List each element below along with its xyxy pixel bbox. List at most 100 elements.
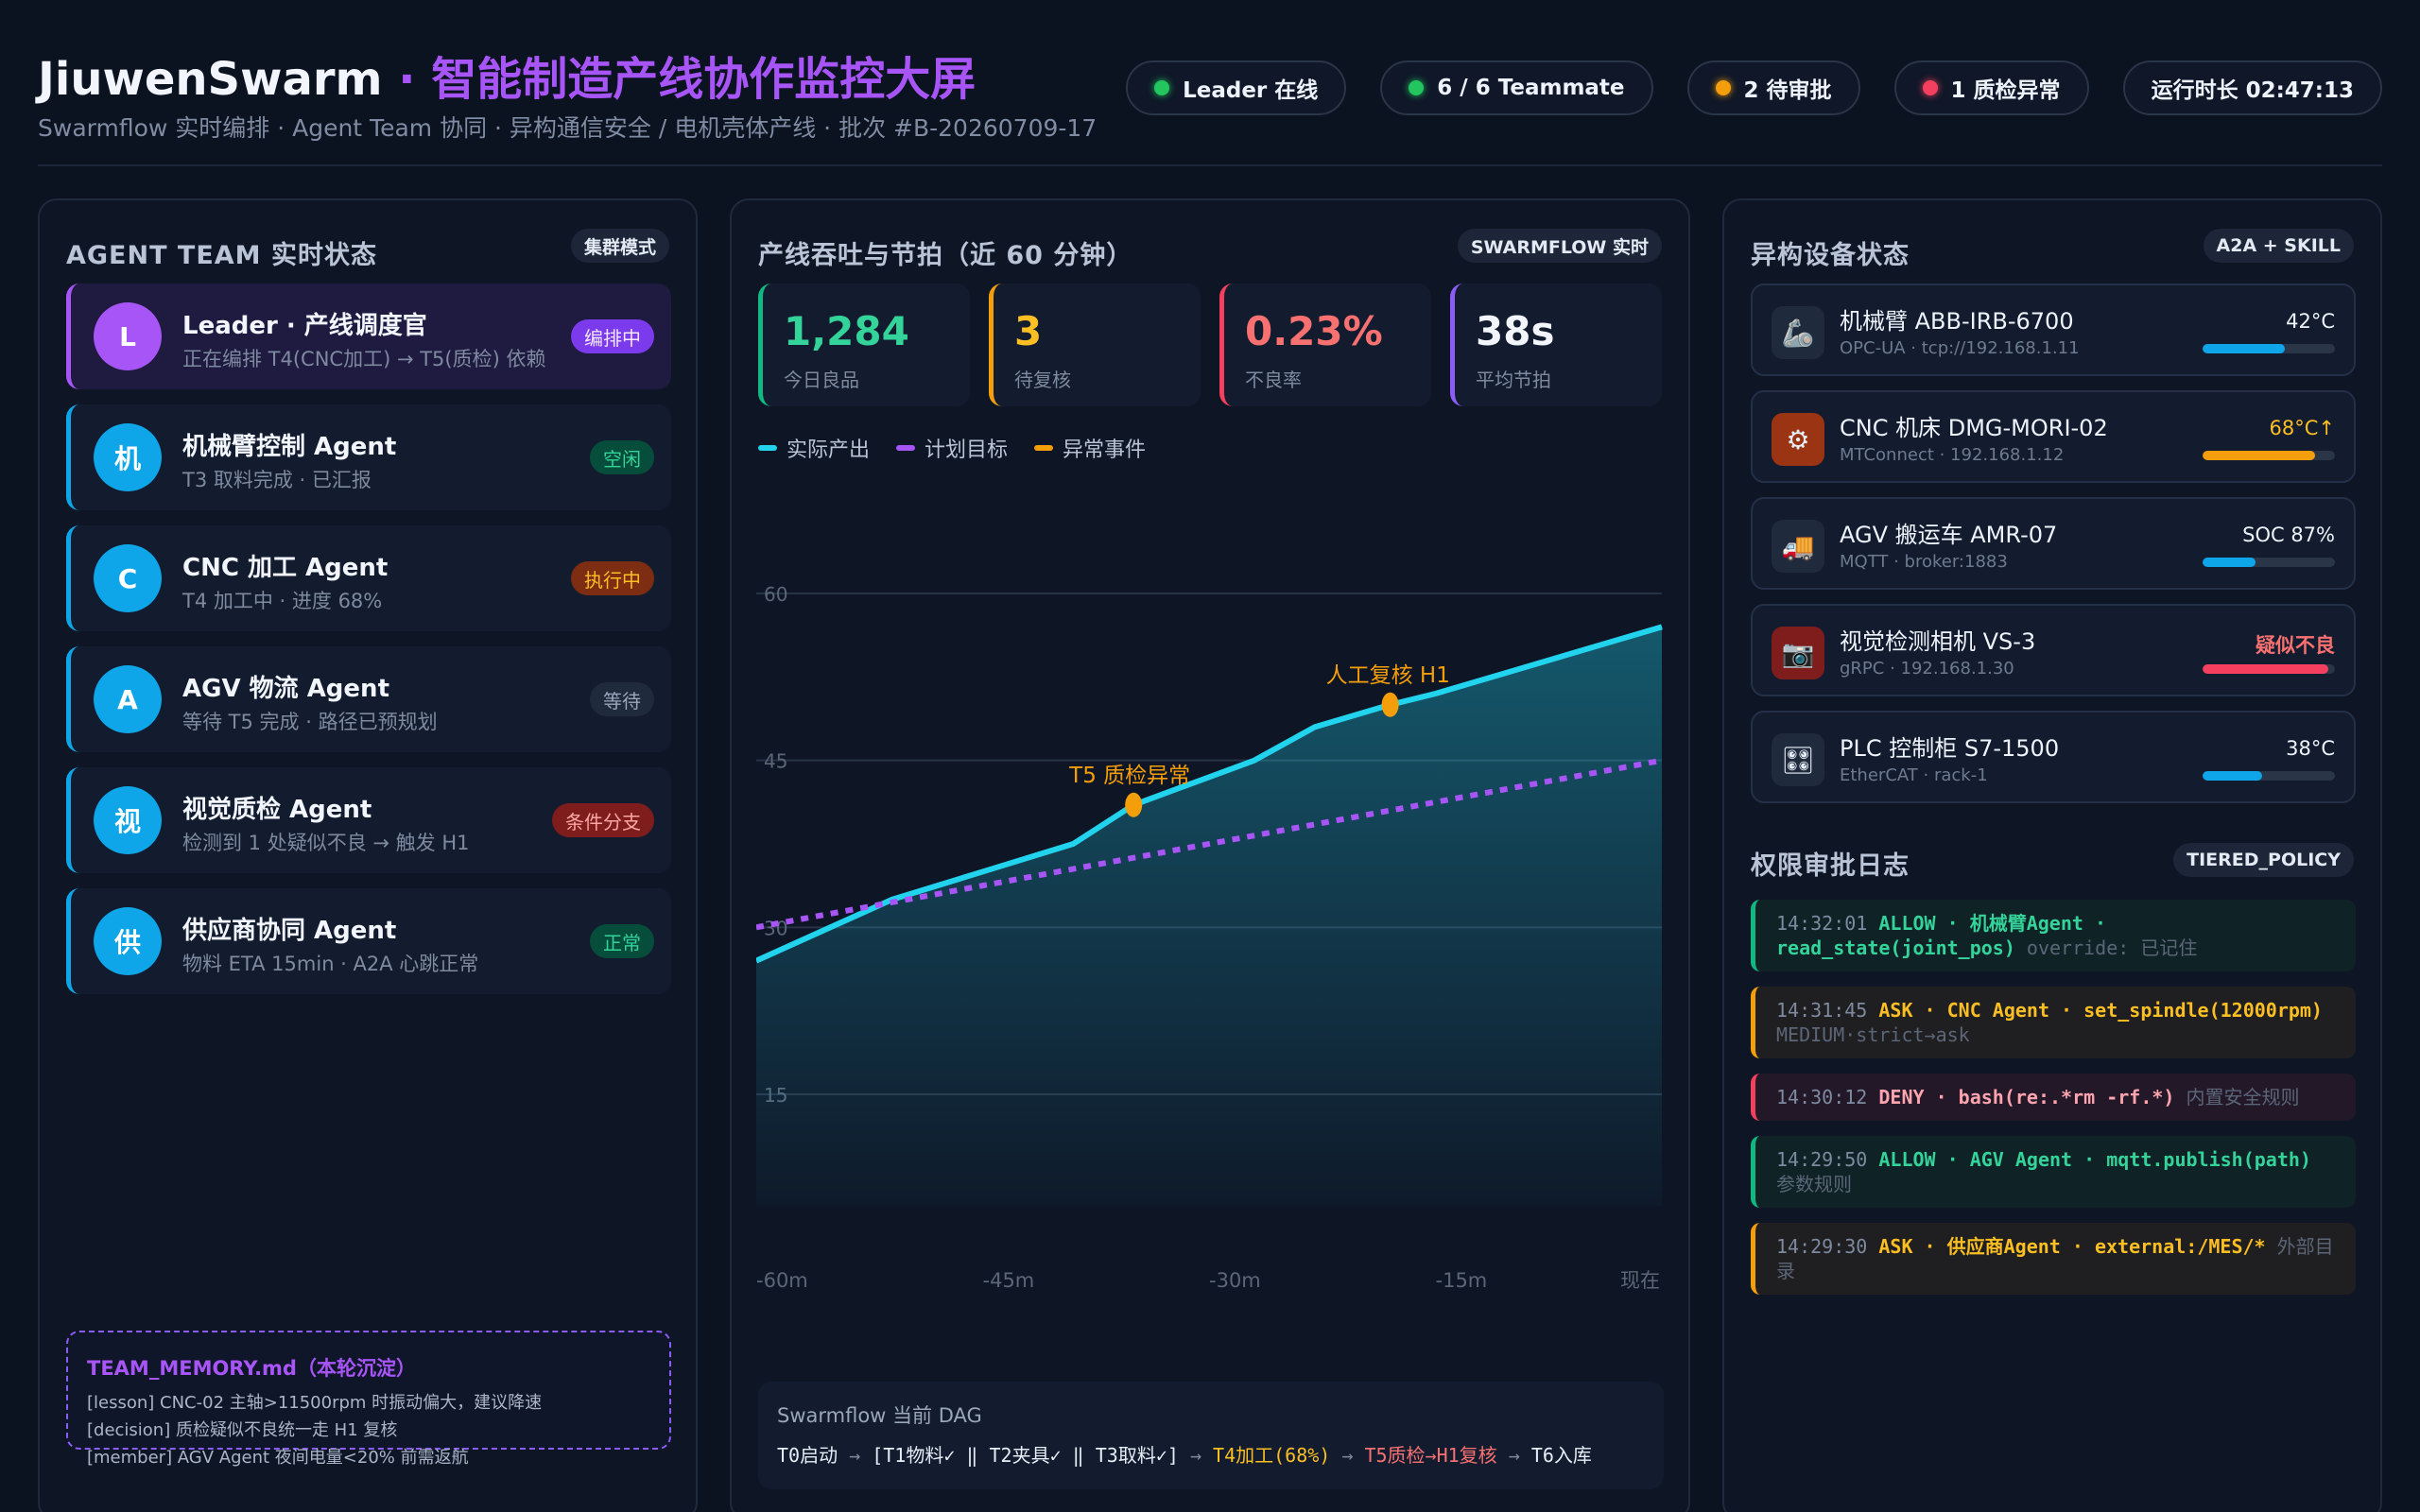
devices-panel: 异构设备状态 A2A + SKILL 🦾 机械臂 ABB-IRB-6700 OPC-… <box>1722 198 2382 1512</box>
agent-card[interactable]: 机机械臂控制 Agent T3 取料完成 · 已汇报 空闲 <box>66 404 671 510</box>
agent-name: 机械臂控制 Agent <box>182 433 397 461</box>
device-protocol: MQTT · broker:1883 <box>1840 552 2008 572</box>
swarmflow-tag: SWARMFLOW 实时 <box>1457 229 1662 263</box>
approval-log-entry[interactable]: 14:32:01 ALLOW · 机械臂Agent · read_state(j… <box>1751 900 2356 971</box>
status-pill-label: 2 待审批 <box>1743 78 1832 103</box>
legend-swatch-icon <box>896 445 916 451</box>
device-reading: 疑似不良 <box>2256 634 2335 657</box>
device-card[interactable]: 🎛 PLC 控制柜 S7-1500 EtherCAT · rack-1 38°C <box>1751 711 2356 803</box>
device-icon: 📷 <box>1772 627 1824 679</box>
legend-label: 计划目标 <box>925 438 1009 462</box>
legend-item: 异常事件 <box>1034 433 1146 463</box>
dag-step: T6入库 <box>1530 1444 1592 1467</box>
legend-swatch-icon <box>758 445 777 451</box>
throughput-title: 产线吞吐与节拍（近 60 分钟） <box>758 241 1133 270</box>
agent-avatar: 视 <box>94 786 162 854</box>
log-action: ALLOW <box>1878 1148 1936 1171</box>
tiered-policy-tag: TIERED_POLICY <box>2173 843 2354 877</box>
dag-title: Swarmflow 当前 DAG <box>777 1404 982 1427</box>
dag-flow: T0启动 → [T1物料✓ ‖ T2夹具✓ ‖ T3取料✓] → T4加工(68… <box>777 1440 1592 1468</box>
log-time: 14:31:45 <box>1776 999 1868 1022</box>
kpi-value: 1,284 <box>784 308 909 354</box>
memory-line: [member] AGV Agent 夜间电量<20% 前需返航 <box>87 1448 469 1468</box>
agent-card[interactable]: A AGV 物流 Agent 等待 T5 完成 · 路径已预规划 等待 <box>66 646 671 752</box>
agent-card[interactable]: L Leader · 产线调度官 正在编排 T4(CNC加工) → T5(质检) 依… <box>66 284 671 389</box>
device-level-fill <box>2203 558 2256 567</box>
log-detail: · AGV Agent · mqtt.publish(path) <box>1935 1148 2311 1171</box>
dag-step: → <box>838 1444 873 1467</box>
device-level-fill <box>2203 664 2328 674</box>
agent-name: 供应商协同 Agent <box>182 917 397 945</box>
device-name: PLC 控制柜 S7-1500 <box>1840 735 2060 762</box>
page-title: JiuwenSwarm · 智能制造产线协作监控大屏 <box>38 42 976 108</box>
device-protocol: gRPC · 192.168.1.30 <box>1840 659 2014 679</box>
agent-team-title: AGENT TEAM 实时状态 <box>66 241 377 270</box>
device-name: AGV 搬运车 AMR-07 <box>1840 522 2058 548</box>
device-icon: 🚚 <box>1772 520 1824 573</box>
approval-title: 权限审批日志 <box>1751 851 1910 881</box>
kpi-value: 0.23% <box>1245 308 1383 354</box>
status-pill-label: 1 质检异常 <box>1950 78 2061 103</box>
device-reading: 38°C <box>2286 737 2335 760</box>
agent-status-badge: 执行中 <box>571 561 654 595</box>
devices-title: 异构设备状态 <box>1751 241 1910 270</box>
device-icon: 🦾 <box>1772 306 1824 359</box>
device-protocol: EtherCAT · rack-1 <box>1840 765 1988 785</box>
agent-card[interactable]: C CNC 加工 Agent T4 加工中 · 进度 68% 执行中 <box>66 525 671 631</box>
device-level-fill <box>2203 344 2285 353</box>
device-card[interactable]: 🦾 机械臂 ABB-IRB-6700 OPC-UA · tcp://192.168.… <box>1751 284 2356 376</box>
device-card[interactable]: 📷 视觉检测相机 VS-3 gRPC · 192.168.1.30 疑似不良 <box>1751 604 2356 696</box>
device-level-bar <box>2203 771 2335 781</box>
agent-name: CNC 加工 Agent <box>182 554 389 582</box>
y-tick-label: 30 <box>764 917 787 939</box>
dag-card: Swarmflow 当前 DAG T0启动 → [T1物料✓ ‖ T2夹具✓ ‖… <box>758 1382 1664 1489</box>
agent-name: Leader · 产线调度官 <box>182 312 427 340</box>
device-level-bar <box>2203 451 2335 460</box>
status-pill[interactable]: 2 待审批 <box>1686 60 1860 115</box>
device-level-fill <box>2203 451 2315 460</box>
kpi-label: 不良率 <box>1245 369 1302 391</box>
device-name: 机械臂 ABB-IRB-6700 <box>1840 308 2074 335</box>
memory-line: [lesson] CNC-02 主轴>11500rpm 时振动偏大，建议降速 <box>87 1393 543 1413</box>
legend-label: 实际产出 <box>786 438 871 462</box>
device-name: CNC 机床 DMG-MORI-02 <box>1840 415 2108 441</box>
actual-output-area <box>756 627 1662 1206</box>
approval-log-entry[interactable]: 14:29:50 ALLOW · AGV Agent · mqtt.publis… <box>1751 1136 2356 1208</box>
agent-card[interactable]: 视视觉质检 Agent 检测到 1 处疑似不良 → 触发 H1 条件分支 <box>66 767 671 873</box>
agent-team-panel: AGENT TEAM 实时状态 集群模式 L Leader · 产线调度官 正在编排… <box>38 198 698 1512</box>
legend-item: 计划目标 <box>896 433 1008 463</box>
kpi-card: 3 待复核 <box>989 284 1201 406</box>
agent-avatar: A <box>94 665 162 733</box>
log-action: ASK <box>1878 1235 1913 1258</box>
agent-card[interactable]: 供供应商协同 Agent 物料 ETA 15min · A2A 心跳正常 正常 <box>66 888 671 994</box>
status-pill[interactable]: Leader 在线 <box>1126 60 1347 115</box>
agent-status-badge: 空闲 <box>590 440 654 474</box>
status-pill[interactable]: 运行时长 02:47:13 <box>2122 60 2382 115</box>
device-reading: 42°C <box>2286 310 2335 333</box>
legend-item: 实际产出 <box>758 433 870 463</box>
status-pill[interactable]: 1 质检异常 <box>1893 60 2089 115</box>
x-tick-label: -30m <box>1209 1269 1261 1292</box>
dag-step: T0启动 <box>777 1444 838 1467</box>
device-level-bar <box>2203 664 2335 674</box>
approval-log-entry[interactable]: 14:31:45 ASK · CNC Agent · set_spindle(1… <box>1751 987 2356 1058</box>
agent-avatar: 供 <box>94 907 162 975</box>
agent-avatar: C <box>94 544 162 612</box>
kpi-value: 38s <box>1476 308 1555 354</box>
log-time: 14:29:30 <box>1776 1235 1868 1258</box>
dag-step: [T1物料✓ ‖ T2夹具✓ ‖ T3取料✓] <box>872 1444 1179 1467</box>
agent-name: AGV 物流 Agent <box>182 675 389 703</box>
x-tick-label: -15m <box>1436 1269 1488 1292</box>
device-card[interactable]: ⚙ CNC 机床 DMG-MORI-02 MTConnect · 192.168.1… <box>1751 390 2356 483</box>
approval-log-entry[interactable]: 14:29:30 ASK · 供应商Agent · external:/MES/… <box>1751 1223 2356 1295</box>
log-note: 参数规则 <box>1776 1173 1852 1195</box>
dag-step: T4加工(68%) <box>1213 1444 1331 1467</box>
dag-step: T5质检→H1复核 <box>1364 1444 1497 1467</box>
device-card[interactable]: 🚚 AGV 搬运车 AMR-07 MQTT · broker:1883 SOC 87% <box>1751 497 2356 590</box>
log-time: 14:30:12 <box>1776 1086 1868 1108</box>
log-time: 14:32:01 <box>1776 912 1868 935</box>
approval-log-entry[interactable]: 14:30:12 DENY · bash(re:.*rm -rf.*) 内置安全… <box>1751 1074 2356 1121</box>
device-level-bar <box>2203 344 2335 353</box>
status-pill[interactable]: 6 / 6 Teammate <box>1380 60 1653 115</box>
legend-swatch-icon <box>1034 445 1054 451</box>
